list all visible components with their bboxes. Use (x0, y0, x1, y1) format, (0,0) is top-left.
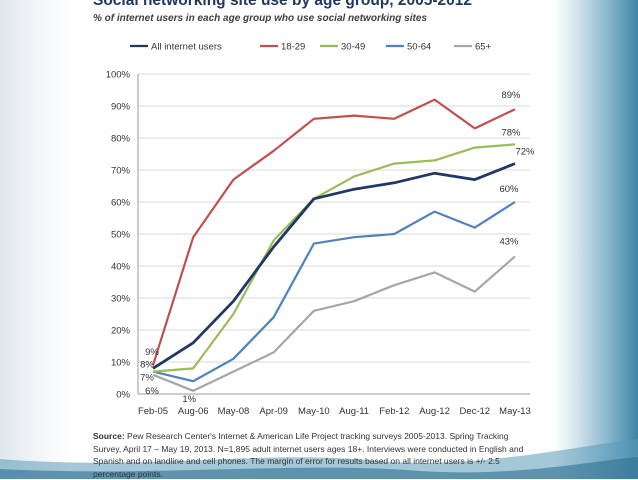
series-line-18-29 (151, 98, 516, 366)
legend-label: 50-64 (407, 42, 431, 53)
source-note: Source: Pew Research Center's Internet &… (93, 430, 533, 480)
chart-data-labels: 9%8% 7% 6% 1% 89% 78% 72% 60% 43% (140, 90, 535, 405)
y-tick-label: 90% (111, 102, 131, 113)
y-tick-label: 10% (111, 358, 131, 369)
data-label: 1% (182, 394, 196, 405)
x-tick-label: Dec-12 (459, 406, 490, 417)
chart-grid (137, 73, 530, 395)
x-axis-ticks: Feb-05 Aug-06 May-08 Apr-09 May-10 Aug-11 Feb-… (138, 406, 531, 417)
data-label: 7% (140, 373, 154, 384)
series-line-30-49 (152, 143, 516, 373)
x-tick-label: May-13 (499, 406, 531, 417)
x-tick-label: May-10 (298, 406, 330, 417)
legend-label: 18-29 (281, 42, 305, 53)
data-label: 8% (140, 359, 154, 370)
data-label: 78% (501, 127, 521, 138)
x-tick-label: Aug-11 (339, 406, 369, 417)
y-tick-label: 40% (111, 262, 131, 273)
data-label: 43% (499, 236, 519, 247)
x-tick-label: Aug-12 (419, 406, 450, 417)
y-tick-label: 60% (111, 198, 131, 209)
data-label: 89% (501, 90, 521, 101)
x-tick-label: May-08 (218, 406, 250, 417)
y-tick-label: 70% (111, 166, 131, 177)
line-chart: All internet users 18-29 30-49 50-64 65+ 0% 1… (106, 42, 535, 418)
legend-label: All internet users (151, 42, 222, 53)
x-tick-label: Feb-12 (379, 406, 409, 417)
y-axis-ticks: 0% 10% 20% 30% 40% 50% 60% 70% 80% 90% 100% (106, 70, 131, 401)
series-line-65- (152, 255, 516, 392)
legend-label: 65+ (475, 42, 492, 53)
x-tick-label: Aug-06 (178, 406, 209, 417)
source-text: Pew Research Center's Internet & America… (93, 431, 524, 479)
bottom-wave-decoration (0, 439, 638, 479)
y-tick-label: 30% (111, 294, 131, 305)
series-line-all-internet-users (152, 162, 516, 370)
data-label: 6% (145, 386, 159, 397)
x-tick-label: Apr-09 (259, 406, 288, 417)
slide-right-background (553, 0, 638, 479)
data-label: 72% (515, 147, 535, 158)
data-label: 9% (145, 347, 159, 358)
series-line-50-64 (152, 201, 516, 383)
chart-title: Social networking site use by age group,… (93, 0, 473, 9)
y-tick-label: 50% (111, 230, 131, 241)
legend-label: 30-49 (341, 42, 365, 53)
slide-canvas (82, 0, 552, 479)
y-tick-label: 20% (111, 326, 131, 337)
chart-series (151, 98, 516, 392)
y-tick-label: 0% (116, 390, 130, 401)
slide-left-background (0, 0, 75, 479)
y-tick-label: 100% (106, 70, 131, 81)
y-tick-label: 80% (111, 134, 131, 145)
source-label: Source: (93, 431, 125, 441)
data-label: 60% (499, 184, 519, 195)
chart-legend: All internet users 18-29 30-49 50-64 65+ (130, 42, 492, 53)
x-tick-label: Feb-05 (138, 406, 168, 417)
chart-subtitle: % of internet users in each age group wh… (93, 13, 427, 24)
